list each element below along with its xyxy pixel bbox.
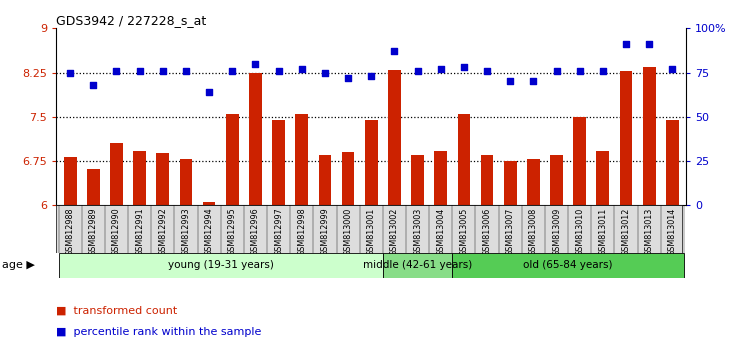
Text: GSM812988: GSM812988 bbox=[66, 208, 75, 256]
Text: GSM812997: GSM812997 bbox=[274, 208, 283, 256]
Bar bbox=[202, 202, 215, 205]
Bar bbox=[157, 153, 170, 205]
Point bbox=[412, 68, 424, 74]
Text: GSM813009: GSM813009 bbox=[552, 208, 561, 256]
Point bbox=[157, 68, 169, 74]
Bar bbox=[58, 253, 382, 278]
Point bbox=[644, 41, 656, 47]
Text: GSM813006: GSM813006 bbox=[482, 208, 491, 256]
Text: GSM813000: GSM813000 bbox=[344, 208, 352, 256]
Text: GSM813014: GSM813014 bbox=[668, 208, 676, 256]
Text: GDS3942 / 227228_s_at: GDS3942 / 227228_s_at bbox=[56, 14, 206, 27]
Text: GSM813001: GSM813001 bbox=[367, 208, 376, 256]
Bar bbox=[87, 169, 100, 205]
Text: GSM812995: GSM812995 bbox=[228, 208, 237, 256]
Text: GSM812990: GSM812990 bbox=[112, 208, 121, 256]
Point bbox=[226, 68, 238, 74]
Text: GSM812999: GSM812999 bbox=[320, 208, 329, 256]
Text: GSM813013: GSM813013 bbox=[645, 208, 654, 256]
Point bbox=[574, 68, 586, 74]
Text: GSM812992: GSM812992 bbox=[158, 208, 167, 256]
Point bbox=[110, 68, 122, 74]
Text: age ▶: age ▶ bbox=[2, 261, 35, 270]
Text: GSM812998: GSM812998 bbox=[297, 208, 306, 256]
Point bbox=[342, 75, 354, 81]
Text: GSM813007: GSM813007 bbox=[506, 208, 515, 256]
Text: GSM812993: GSM812993 bbox=[182, 208, 190, 256]
Point bbox=[666, 66, 678, 72]
Point bbox=[527, 79, 539, 84]
Bar bbox=[458, 114, 470, 205]
Point bbox=[296, 66, 307, 72]
Text: GSM812989: GSM812989 bbox=[88, 208, 98, 256]
Point bbox=[481, 68, 493, 74]
Text: GSM812994: GSM812994 bbox=[205, 208, 214, 256]
Bar bbox=[365, 120, 377, 205]
Bar bbox=[527, 159, 540, 205]
Bar bbox=[179, 159, 192, 205]
Bar bbox=[388, 70, 400, 205]
Bar bbox=[64, 157, 76, 205]
Text: old (65-84 years): old (65-84 years) bbox=[524, 261, 613, 270]
Bar bbox=[319, 155, 332, 205]
Text: GSM813004: GSM813004 bbox=[436, 208, 445, 256]
Text: GSM813008: GSM813008 bbox=[529, 208, 538, 256]
Bar bbox=[504, 161, 517, 205]
Bar bbox=[666, 120, 679, 205]
Point bbox=[620, 41, 632, 47]
Text: GSM812991: GSM812991 bbox=[135, 208, 144, 256]
Bar bbox=[643, 67, 656, 205]
Text: middle (42-61 years): middle (42-61 years) bbox=[363, 261, 472, 270]
Text: GSM813012: GSM813012 bbox=[622, 208, 631, 256]
Text: young (19-31 years): young (19-31 years) bbox=[168, 261, 274, 270]
Bar bbox=[382, 253, 452, 278]
Point bbox=[435, 66, 447, 72]
Point bbox=[458, 64, 470, 70]
Bar bbox=[342, 152, 355, 205]
Point bbox=[272, 68, 284, 74]
Bar bbox=[573, 117, 586, 205]
Bar bbox=[226, 114, 238, 205]
Point bbox=[319, 70, 331, 75]
Point bbox=[550, 68, 562, 74]
Text: GSM813005: GSM813005 bbox=[460, 208, 469, 256]
Text: GSM813002: GSM813002 bbox=[390, 208, 399, 256]
Text: GSM813003: GSM813003 bbox=[413, 208, 422, 256]
Point bbox=[504, 79, 516, 84]
Text: ■  transformed count: ■ transformed count bbox=[56, 305, 178, 315]
Bar bbox=[296, 114, 308, 205]
Bar bbox=[550, 155, 563, 205]
Bar bbox=[620, 71, 632, 205]
Bar bbox=[249, 73, 262, 205]
Point bbox=[250, 61, 262, 67]
Bar bbox=[272, 120, 285, 205]
Bar bbox=[134, 151, 146, 205]
Text: GSM813011: GSM813011 bbox=[598, 208, 608, 256]
Bar bbox=[434, 151, 447, 205]
Bar bbox=[596, 151, 609, 205]
Bar bbox=[110, 143, 123, 205]
Point bbox=[388, 48, 400, 54]
Point bbox=[203, 89, 215, 95]
Text: GSM813010: GSM813010 bbox=[575, 208, 584, 256]
Point bbox=[134, 68, 146, 74]
Bar bbox=[411, 155, 424, 205]
Text: ■  percentile rank within the sample: ■ percentile rank within the sample bbox=[56, 326, 262, 337]
Bar bbox=[481, 155, 494, 205]
Point bbox=[180, 68, 192, 74]
Point bbox=[87, 82, 99, 88]
Bar bbox=[452, 253, 684, 278]
Point bbox=[64, 70, 76, 75]
Point bbox=[597, 68, 609, 74]
Point bbox=[365, 73, 377, 79]
Text: GSM812996: GSM812996 bbox=[251, 208, 260, 256]
